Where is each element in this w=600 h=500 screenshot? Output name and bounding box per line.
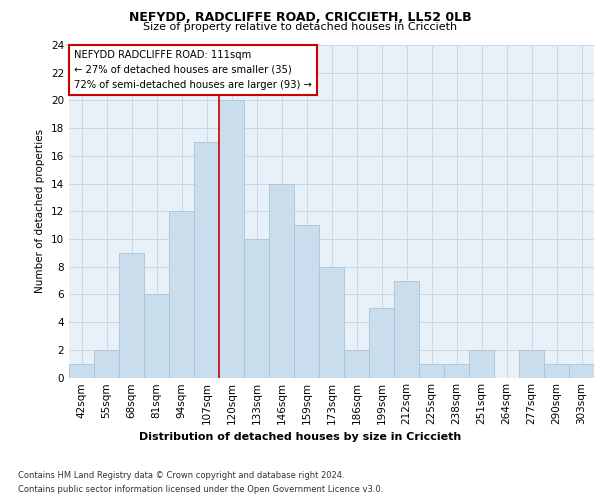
Bar [519,350,544,378]
Y-axis label: Number of detached properties: Number of detached properties [35,129,46,294]
Bar [469,350,494,378]
Bar [219,100,244,378]
Bar [344,350,369,378]
Bar [269,184,294,378]
Text: Contains HM Land Registry data © Crown copyright and database right 2024.: Contains HM Land Registry data © Crown c… [18,471,344,480]
Text: Distribution of detached houses by size in Criccieth: Distribution of detached houses by size … [139,432,461,442]
Bar [419,364,444,378]
Bar [144,294,169,378]
Bar [369,308,394,378]
Bar [394,280,419,378]
Bar [169,211,194,378]
Text: Contains public sector information licensed under the Open Government Licence v3: Contains public sector information licen… [18,485,383,494]
Bar [94,350,119,378]
Bar [544,364,569,378]
Bar [319,266,344,378]
Bar [194,142,219,378]
Bar [294,225,319,378]
Bar [444,364,469,378]
Bar [244,239,269,378]
Bar [569,364,594,378]
Text: NEFYDD RADCLIFFE ROAD: 111sqm
← 27% of detached houses are smaller (35)
72% of s: NEFYDD RADCLIFFE ROAD: 111sqm ← 27% of d… [74,50,312,90]
Bar [119,253,144,378]
Text: NEFYDD, RADCLIFFE ROAD, CRICCIETH, LL52 0LB: NEFYDD, RADCLIFFE ROAD, CRICCIETH, LL52 … [128,11,472,24]
Text: Size of property relative to detached houses in Criccieth: Size of property relative to detached ho… [143,22,457,32]
Bar [69,364,94,378]
